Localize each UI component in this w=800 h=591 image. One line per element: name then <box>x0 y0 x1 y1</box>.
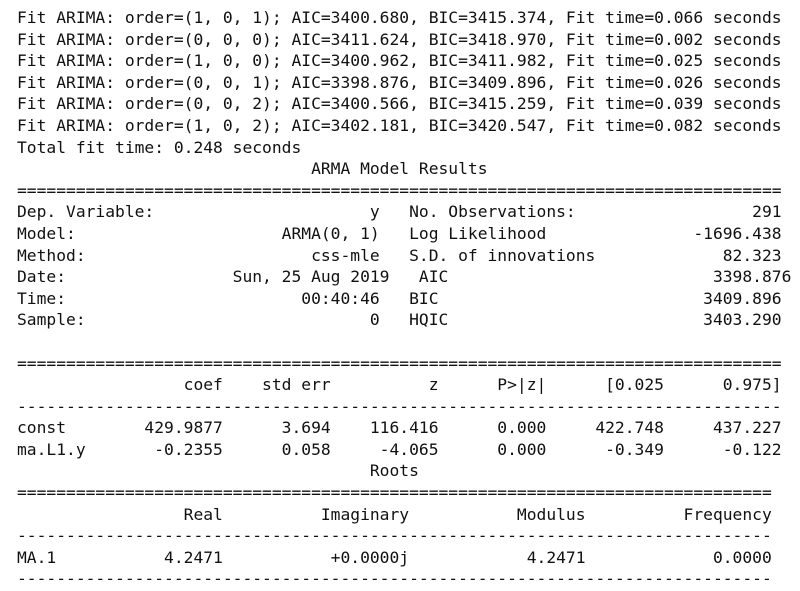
summary-row: Time: 00:40:46 BIC 3409.896 <box>17 288 782 308</box>
roots-title: Roots <box>17 461 772 481</box>
summary-row: Dep. Variable: y No. Observations: 291 <box>17 202 782 222</box>
total-fit-time: Total fit time: 0.248 seconds <box>17 137 302 157</box>
coef-table-header: coef std err z P>|z| [0.025 0.975] <box>17 375 782 395</box>
fit-log-line: Fit ARIMA: order=(0, 0, 2); AIC=3400.566… <box>17 94 782 114</box>
fit-log-line: Fit ARIMA: order=(1, 0, 1); AIC=3400.680… <box>17 8 782 27</box>
divider-line: ----------------------------------------… <box>17 396 782 416</box>
coef-table-row: ma.L1.y -0.2355 0.058 -4.065 0.000 -0.34… <box>17 439 782 459</box>
divider-line: ========================================… <box>17 483 772 503</box>
divider-line: ========================================… <box>17 353 782 373</box>
divider-line: ========================================… <box>17 180 782 200</box>
results-title: ARMA Model Results <box>17 159 782 179</box>
fit-log-line: Fit ARIMA: order=(1, 0, 2); AIC=3402.181… <box>17 115 782 135</box>
summary-row: Sample: 0 HQIC 3403.290 <box>17 310 782 330</box>
summary-row: Method: css-mle S.D. of innovations 82.3… <box>17 245 782 265</box>
fit-log-line: Fit ARIMA: order=(0, 0, 1); AIC=3398.876… <box>17 72 782 92</box>
coef-table-row: const 429.9877 3.694 116.416 0.000 422.7… <box>17 418 782 438</box>
summary-row: Date: Sun, 25 Aug 2019 AIC 3398.876 <box>17 267 792 287</box>
console-output: Fit ARIMA: order=(1, 0, 1); AIC=3400.680… <box>17 7 791 590</box>
roots-table-row: MA.1 4.2471 +0.0000j 4.2471 0.0000 <box>17 547 772 567</box>
divider-line: ----------------------------------------… <box>17 526 772 546</box>
fit-log-line: Fit ARIMA: order=(0, 0, 0); AIC=3411.624… <box>17 29 782 49</box>
summary-row: Model: ARMA(0, 1) Log Likelihood -1696.4… <box>17 223 782 243</box>
roots-table-header: Real Imaginary Modulus Frequency <box>17 504 772 524</box>
blank-line <box>17 331 791 353</box>
divider-line: ----------------------------------------… <box>17 569 772 589</box>
fit-log-line: Fit ARIMA: order=(1, 0, 0); AIC=3400.962… <box>17 51 782 71</box>
